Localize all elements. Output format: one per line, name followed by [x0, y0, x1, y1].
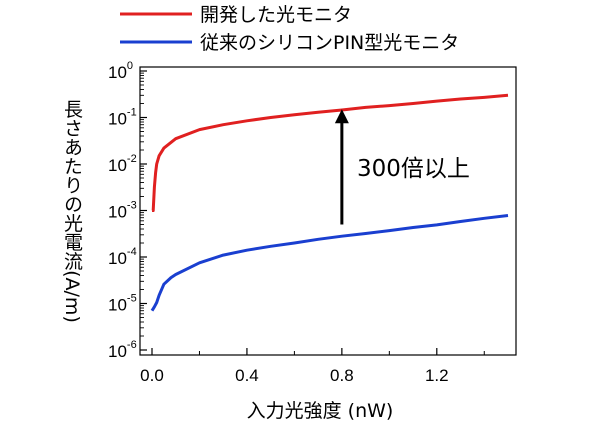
x-tick-label: 0.0 [140, 366, 164, 385]
y-tick-label: 10-3 [108, 200, 137, 222]
annotation-text: 300倍以上 [357, 156, 470, 182]
x-axis-title: 入力光強度 (nW) [247, 400, 394, 422]
y-tick-label: 10-1 [108, 107, 137, 129]
x-tick-label: 0.8 [330, 366, 354, 385]
y-tick-label: 10-4 [108, 246, 137, 268]
y-tick-label: 10-6 [108, 339, 137, 361]
legend-label-conventional: 従来のシリコンPIN型光モニタ [200, 32, 459, 54]
x-tick-label: 0.4 [235, 366, 259, 385]
series-line-1 [150, 214, 509, 312]
y-tick-label: 10-5 [108, 293, 137, 315]
annotation: 300倍以上 [334, 109, 470, 225]
x-tick-label: 1.2 [425, 366, 449, 385]
series-layer [150, 93, 509, 312]
series-line-0 [151, 93, 509, 212]
annotation-arrow-head [334, 109, 349, 124]
y-tick-label: 10-2 [108, 153, 137, 175]
legend: 開発した光モニタ 従来のシリコンPIN型光モニタ [120, 4, 459, 54]
y-tick-label: 100 [108, 60, 133, 82]
ticks-layer: 0.0 0.4 0.8 1.2 100 10-1 10-2 10-3 10-4 10-5 10-6 [108, 60, 485, 385]
y-axis-title: 長さあたりの光電流(A/m) [61, 99, 83, 323]
legend-label-developed: 開発した光モニタ [200, 4, 352, 26]
